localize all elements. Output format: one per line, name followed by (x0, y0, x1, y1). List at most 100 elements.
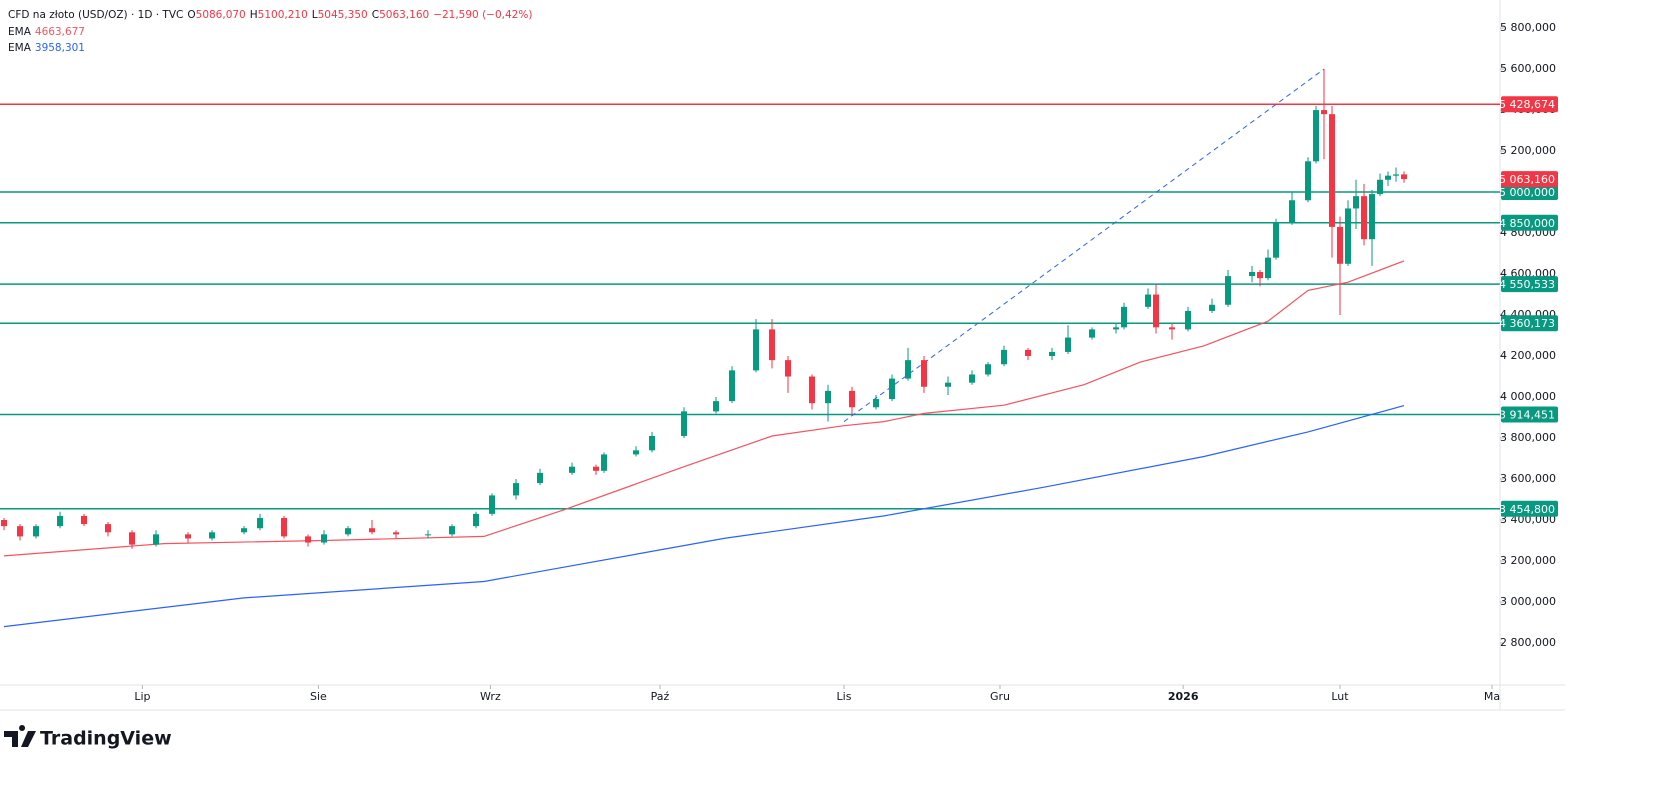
candle-body (753, 329, 759, 371)
candle-body (305, 536, 311, 543)
y-tick-label: 3 800,000 (1500, 431, 1556, 444)
candle-body (17, 526, 23, 537)
candle-body (633, 450, 639, 455)
ohlc-key: H (250, 9, 258, 21)
price-tag-label: 4 550,533 (1499, 278, 1555, 291)
candle-body (649, 435, 655, 451)
candle-body (1273, 222, 1279, 258)
candle-body (1313, 110, 1319, 162)
x-tick-label: Lip (134, 690, 150, 703)
x-tick-label: Ma (1484, 690, 1500, 703)
candle-body (257, 517, 263, 529)
price-tag-label: 5 063,160 (1499, 173, 1555, 186)
candle-body (1145, 294, 1151, 307)
candle-body (809, 376, 815, 404)
x-tick-label: Sie (310, 690, 327, 703)
y-tick-label: 5 600,000 (1500, 62, 1556, 75)
candle-body (1169, 327, 1175, 330)
candle-body (1265, 257, 1271, 279)
y-tick-label: 3 600,000 (1500, 472, 1556, 485)
candle-body (1001, 349, 1007, 365)
price-tag-label: 3 454,800 (1499, 503, 1555, 516)
candle-body (105, 524, 111, 533)
candle-body (1249, 271, 1255, 277)
ohlc-key: C (372, 9, 379, 21)
candle-body (425, 534, 431, 536)
candle-body (57, 515, 63, 527)
x-tick-label: Wrz (480, 690, 501, 703)
ema-name: EMA (8, 26, 32, 38)
candle-body (785, 360, 791, 377)
overlay: 5 428,674 5 000,000 4 850,000 4 550,533 4 36… (8, 9, 1558, 517)
x-tick-label: Paź (651, 690, 670, 703)
candle-body (873, 399, 879, 408)
x-tick-label: Gru (990, 690, 1010, 703)
candle-body (1377, 179, 1383, 195)
candle-body (825, 390, 831, 404)
candle-body (1225, 276, 1231, 305)
ohlc-value: 5100,210 (258, 9, 308, 21)
ohlc-value: 5063,160 (379, 9, 429, 21)
candle-body (449, 526, 455, 535)
candle-body (1289, 200, 1295, 223)
candle-body (473, 513, 479, 527)
candle-body (569, 466, 575, 473)
change: −21,590 (−0,42%) (433, 9, 532, 21)
candle-body (601, 454, 607, 471)
candle-body (513, 483, 519, 496)
candle-body (905, 360, 911, 379)
ema-line (3, 260, 1405, 557)
logo-icon (4, 725, 36, 747)
candle-body (537, 472, 543, 484)
candle-body (1329, 114, 1335, 227)
candle-body (1185, 310, 1191, 330)
y-tick-label: 3 000,000 (1500, 595, 1556, 608)
candle-body (1113, 327, 1119, 330)
candle-body (945, 382, 951, 387)
candle-body (393, 532, 399, 535)
ema-line (3, 405, 1405, 628)
candle-body (1401, 174, 1407, 180)
y-tick-label: 4 000,000 (1500, 390, 1556, 403)
candle-body (1369, 194, 1375, 240)
candle-body (153, 534, 159, 545)
candle-body (681, 411, 687, 436)
price-tag (1501, 96, 1558, 113)
y-tick-label: 2 800,000 (1500, 636, 1556, 649)
candle-body (1321, 110, 1327, 115)
brand: TradingView (40, 728, 172, 750)
ema-value: 4663,677 (35, 26, 85, 38)
candle-body (985, 364, 991, 375)
x-tick-label: Lis (837, 690, 852, 703)
candle-body (1257, 271, 1263, 279)
x-tick-label: 2026 (1168, 690, 1199, 703)
candle-body (281, 517, 287, 537)
y-tick-label: 5 200,000 (1500, 144, 1556, 157)
candle-body (1025, 349, 1031, 357)
candle-body (593, 466, 599, 471)
trendline (843, 68, 1325, 423)
price-tag-label: 5 000,000 (1499, 186, 1555, 199)
ohlc-key: O (187, 9, 195, 21)
candle-body (369, 528, 375, 533)
price-tag-label: 5 428,674 (1499, 98, 1555, 111)
candle-body (1361, 196, 1367, 240)
candle-body (1337, 226, 1343, 264)
ohlc-key: L (312, 9, 318, 21)
ohlc-value: 5086,070 (196, 9, 246, 21)
candle-body (345, 528, 351, 535)
candle-body (129, 532, 135, 545)
candle-body (1065, 337, 1071, 352)
price-tag (1501, 171, 1558, 188)
ohlc-value: 5045,350 (318, 9, 368, 21)
candle-body (1305, 161, 1311, 201)
candle-body (33, 526, 39, 537)
candle-body (1385, 175, 1391, 180)
ema-name: EMA (8, 42, 32, 54)
candle-body (969, 374, 975, 383)
price-tag-label: 4 850,000 (1499, 217, 1555, 230)
price-tag-label: 3 914,451 (1499, 409, 1555, 422)
ema-value: 3958,301 (35, 42, 85, 54)
